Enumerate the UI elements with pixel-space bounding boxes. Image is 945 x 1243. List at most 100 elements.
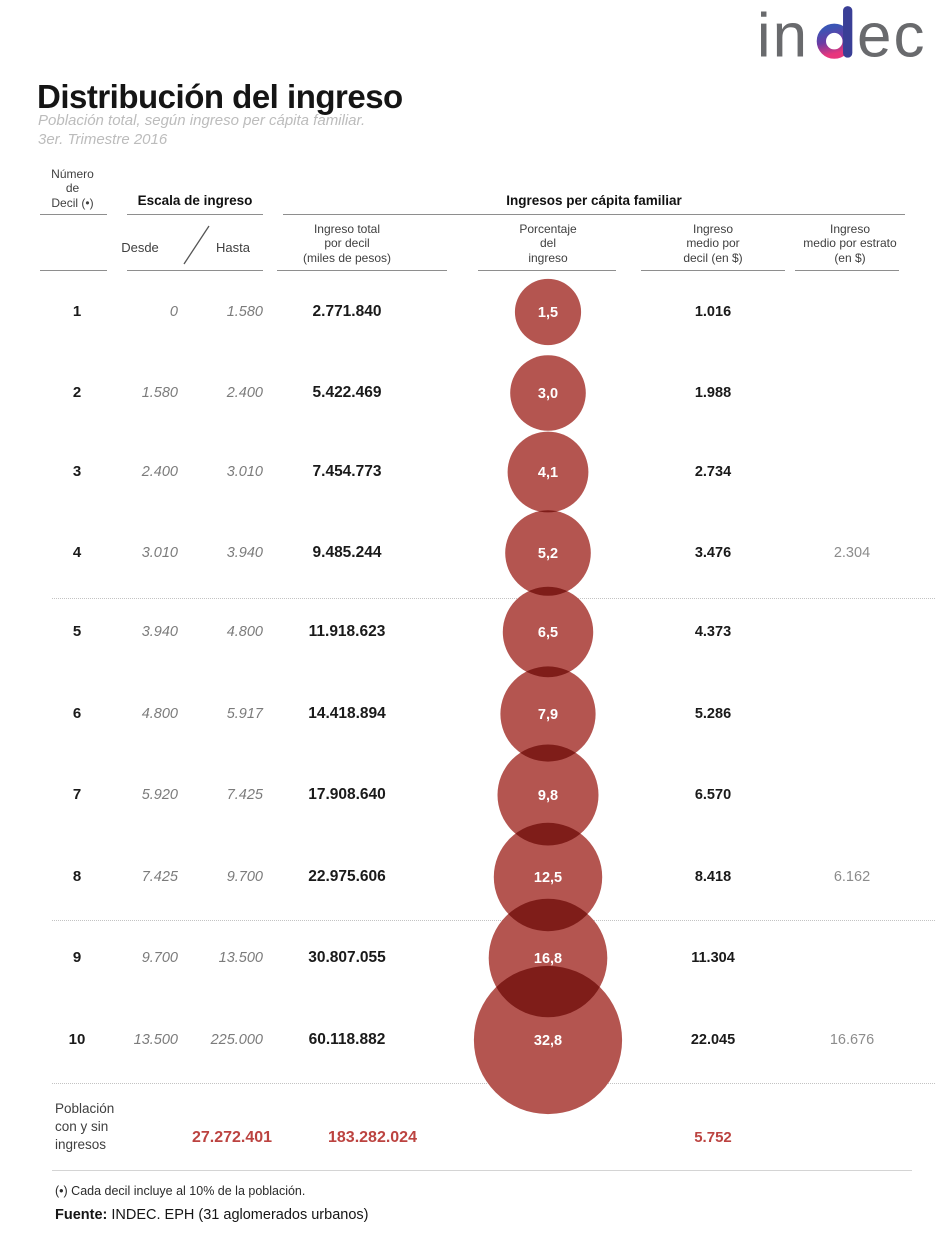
page-title: Distribución del ingreso: [37, 78, 403, 116]
ingreso-total-value: 22.975.606: [308, 868, 386, 885]
rule-medio-decil-bottom: [641, 270, 785, 271]
desde-value: 3.010: [141, 545, 178, 561]
hasta-value: 2.400: [226, 385, 263, 401]
ingreso-total-value: 17.908.640: [308, 786, 386, 803]
table-row: 5 3.940 4.800 11.918.623 4.373: [0, 620, 945, 644]
table-row: 1 0 1.580 2.771.840 1.016: [0, 300, 945, 324]
decil-number: 1: [72, 303, 82, 320]
footer-poblacion-value: 27.272.401: [191, 1129, 273, 1146]
decil-number: 9: [72, 949, 82, 966]
header-ingreso-total: Ingreso total por decil (miles de pesos): [302, 222, 392, 265]
desde-value: 4.800: [141, 706, 178, 722]
desde-value: 0: [169, 304, 178, 320]
table-row: 2 1.580 2.400 5.422.469 1.988: [0, 381, 945, 405]
table-row: 7 5.920 7.425 17.908.640 6.570: [0, 783, 945, 807]
table-row: 3 2.400 3.010 7.454.773 2.734: [0, 460, 945, 484]
desde-value: 3.940: [141, 624, 178, 640]
ingreso-total-value: 11.918.623: [308, 623, 386, 640]
ingreso-total-value: 30.807.055: [308, 949, 386, 966]
decil-footnote: (•) Cada decil incluye al 10% de la pobl…: [55, 1184, 306, 1198]
desde-value: 2.400: [141, 464, 178, 480]
source-line: Fuente: INDEC. EPH (31 aglomerados urban…: [55, 1207, 368, 1223]
rule-decil-bottom: [40, 270, 107, 271]
hasta-value: 4.800: [226, 624, 263, 640]
header-ingreso-medio-decil: Ingreso medio por decil (en $): [683, 222, 743, 265]
hasta-value: 3.940: [226, 545, 263, 561]
rule-escala-bottom: [127, 270, 263, 271]
page-subtitle: Población total, según ingreso per cápit…: [38, 112, 366, 148]
ingreso-medio-decil-value: 1.988: [694, 385, 732, 401]
desde-value: 9.700: [141, 950, 178, 966]
rule-estrato-bottom: [795, 270, 899, 271]
header-escala-group: Escala de ingreso: [137, 193, 253, 208]
ingreso-medio-estrato-value: 16.676: [829, 1032, 875, 1048]
rule-ingreso-total-bottom: [277, 270, 447, 271]
table-row: 8 7.425 9.700 22.975.606 8.418 6.162: [0, 865, 945, 889]
divider-footer: [52, 1170, 912, 1171]
footer-ingreso-total-value: 183.282.024: [328, 1129, 417, 1146]
divider-deciles-5-8: [52, 920, 935, 921]
ingreso-medio-decil-value: 1.016: [694, 304, 732, 320]
ingreso-medio-decil-value: 22.045: [690, 1032, 736, 1048]
decil-number: 3: [72, 463, 82, 480]
header-ipcf-group: Ingresos per cápita familiar: [506, 193, 682, 208]
table-row: 4 3.010 3.940 9.485.244 3.476 2.304: [0, 541, 945, 565]
ingreso-total-value: 60.118.882: [308, 1031, 386, 1048]
decil-number: 10: [68, 1031, 86, 1048]
decil-number: 8: [72, 868, 82, 885]
ingreso-medio-estrato-value: 6.162: [833, 869, 871, 885]
logo-d-stem: [843, 6, 853, 58]
ingreso-medio-decil-value: 6.570: [694, 787, 732, 803]
hasta-value: 9.700: [226, 869, 263, 885]
decil-number: 4: [72, 544, 82, 561]
desde-value: 1.580: [141, 385, 178, 401]
ingreso-medio-decil-value: 3.476: [694, 545, 732, 561]
hasta-value: 7.425: [226, 787, 263, 803]
ingreso-medio-decil-value: 5.286: [694, 706, 732, 722]
ingreso-total-value: 2.771.840: [312, 303, 382, 320]
header-hasta: Hasta: [216, 240, 250, 255]
decil-number: 5: [72, 623, 82, 640]
ingreso-total-value: 9.485.244: [312, 544, 382, 561]
logo-text-ec: ec: [857, 4, 927, 68]
logo-text-in: in: [757, 4, 809, 68]
hasta-value: 5.917: [226, 706, 263, 722]
ingreso-medio-decil-value: 2.734: [694, 464, 732, 480]
source-text: INDEC. EPH (31 aglomerados urbanos): [107, 1207, 369, 1223]
header-porcentaje: Porcentaje del ingreso: [519, 222, 577, 265]
table-row: 9 9.700 13.500 30.807.055 11.304: [0, 946, 945, 970]
ingreso-total-value: 14.418.894: [308, 705, 386, 722]
hasta-value: 3.010: [226, 464, 263, 480]
divider-deciles-9-10: [52, 1083, 935, 1084]
ingreso-medio-decil-value: 4.373: [694, 624, 732, 640]
header-desde: Desde: [121, 240, 159, 255]
decil-number: 6: [72, 705, 82, 722]
ingreso-total-value: 7.454.773: [312, 463, 382, 480]
decil-number: 7: [72, 786, 82, 803]
hasta-value: 13.500: [218, 950, 263, 966]
table-row: 6 4.800 5.917 14.418.894 5.286: [0, 702, 945, 726]
rule-porcentaje-bottom: [478, 270, 616, 271]
desde-value: 7.425: [141, 869, 178, 885]
rule-escala-top: [127, 214, 263, 215]
table-row: 10 13.500 225.000 60.118.882 22.045 16.6…: [0, 1028, 945, 1052]
indec-logo: in ec: [757, 4, 927, 68]
ingreso-medio-decil-value: 11.304: [691, 950, 735, 966]
header-decil: Número de Decil (•): [51, 167, 94, 210]
footer-ingreso-medio-value: 5.752: [694, 1129, 732, 1146]
hasta-value: 1.580: [226, 304, 263, 320]
footer-row-label: Población con y sin ingresos: [55, 1101, 115, 1153]
decil-number: 2: [72, 384, 82, 401]
ingreso-total-value: 5.422.469: [312, 384, 382, 401]
rule-ipcf-top: [283, 214, 905, 215]
source-label: Fuente:: [55, 1207, 108, 1223]
desde-value: 13.500: [133, 1032, 178, 1048]
desde-value: 5.920: [141, 787, 178, 803]
ingreso-medio-decil-value: 8.418: [694, 869, 732, 885]
hasta-value: 225.000: [210, 1032, 263, 1048]
ingreso-medio-estrato-value: 2.304: [833, 545, 871, 561]
divider-deciles-1-4: [52, 598, 935, 599]
rule-decil-top: [40, 214, 107, 215]
header-ingreso-medio-estrato: Ingreso medio por estrato (en $): [803, 222, 897, 265]
